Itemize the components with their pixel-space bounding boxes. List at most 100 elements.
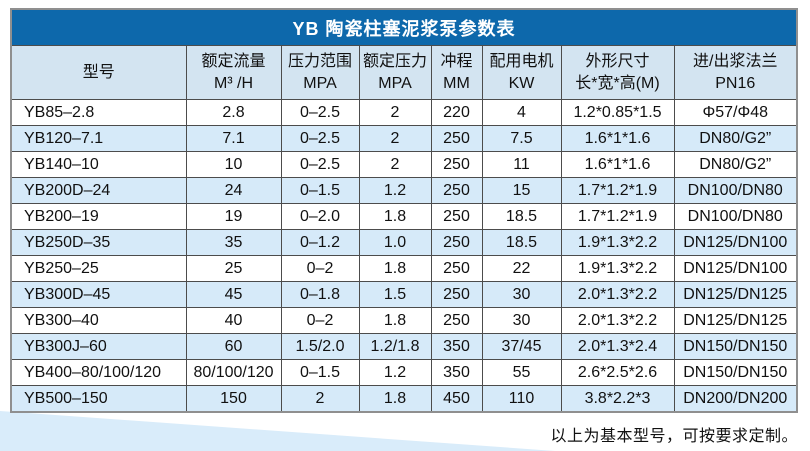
table-row: YB300J–60 60 1.5/2.0 1.2/1.8 350 37/45 2… <box>10 333 798 360</box>
column-header-line1: 压力范围 <box>287 52 352 70</box>
cell-pressure-range: 0–2.5 <box>280 125 360 152</box>
cell-dimensions: 1.6*1*1.6 <box>560 125 675 152</box>
pump-parameter-table: YB 陶瓷柱塞泥浆泵参数表 型号 额定流量 M³ /H 压力范围 MPA 额定压力 M… <box>10 8 799 413</box>
cell-rated-pressure: 2 <box>358 99 432 126</box>
cell-rated-flow: 19 <box>185 203 282 230</box>
cell-flange: DN80/G2” <box>673 125 798 152</box>
cell-flange: DN150/DN150 <box>673 333 798 360</box>
cell-pressure-range: 1.5/2.0 <box>280 333 360 360</box>
cell-motor: 30 <box>481 281 562 308</box>
cell-stroke: 250 <box>430 307 483 334</box>
column-header-stroke: 冲程 MM <box>430 45 483 100</box>
cell-stroke: 220 <box>430 99 483 126</box>
cell-flange: DN200/DN200 <box>673 385 798 413</box>
cell-rated-flow: 2.8 <box>185 99 282 126</box>
cell-pressure-range: 2 <box>280 385 360 413</box>
table-row: YB200D–24 24 0–1.5 1.2 250 15 1.7*1.2*1.… <box>10 177 798 204</box>
table-row: YB500–150 150 2 1.8 450 110 3.8*2.2*3 DN… <box>10 385 798 413</box>
cell-rated-flow: 45 <box>185 281 282 308</box>
column-header-dimensions: 外形尺寸长*宽*高(M) <box>560 45 675 100</box>
cell-flange: DN125/DN100 <box>673 255 798 282</box>
cell-rated-flow: 24 <box>185 177 282 204</box>
column-header-line2: KW <box>508 74 535 92</box>
cell-dimensions: 1.7*1.2*1.9 <box>560 177 675 204</box>
column-header-line2: MPA <box>303 74 337 92</box>
decorative-swoosh <box>0 411 555 451</box>
cell-model: YB120–7.1 <box>10 125 187 152</box>
cell-flange: DN125/DN125 <box>673 281 798 308</box>
table-header-row: 型号 额定流量 M³ /H 压力范围 MPA 额定压力 MPA 冲程 MM 配用电机 KW… <box>10 45 798 100</box>
cell-stroke: 250 <box>430 125 483 152</box>
column-header-line2: 长*宽*高(M) <box>575 74 660 92</box>
cell-rated-flow: 40 <box>185 307 282 334</box>
cell-rated-pressure: 1.2/1.8 <box>358 333 432 360</box>
cell-rated-pressure: 1.8 <box>358 203 432 230</box>
cell-pressure-range: 0–2.5 <box>280 99 360 126</box>
cell-dimensions: 2.0*1.3*2.2 <box>560 307 675 334</box>
cell-flange: DN100/DN80 <box>673 177 798 204</box>
table-row: YB200–19 19 0–2.0 1.8 250 18.5 1.7*1.2*1… <box>10 203 798 230</box>
cell-motor: 30 <box>481 307 562 334</box>
column-header-rated-pressure: 额定压力 MPA <box>358 45 432 100</box>
cell-stroke: 250 <box>430 229 483 256</box>
cell-dimensions: 1.7*1.2*1.9 <box>560 203 675 230</box>
cell-pressure-range: 0–1.2 <box>280 229 360 256</box>
cell-rated-pressure: 1.2 <box>358 359 432 386</box>
cell-model: YB300D–45 <box>10 281 187 308</box>
column-header-flange: 进/出浆法兰 PN16 <box>673 45 798 100</box>
column-header-rated-flow: 额定流量 M³ /H <box>185 45 282 100</box>
cell-pressure-range: 0–2.0 <box>280 203 360 230</box>
table-row: YB300D–45 45 0–1.8 1.5 250 30 2.0*1.3*2.… <box>10 281 798 308</box>
cell-rated-pressure: 1.2 <box>358 177 432 204</box>
cell-rated-flow: 35 <box>185 229 282 256</box>
cell-flange: DN80/G2” <box>673 151 798 178</box>
cell-pressure-range: 0–2 <box>280 307 360 334</box>
cell-model: YB200D–24 <box>10 177 187 204</box>
cell-stroke: 250 <box>430 177 483 204</box>
cell-rated-pressure: 1.0 <box>358 229 432 256</box>
cell-model: YB300–40 <box>10 307 187 334</box>
cell-motor: 15 <box>481 177 562 204</box>
cell-model: YB200–19 <box>10 203 187 230</box>
cell-dimensions: 2.0*1.3*2.4 <box>560 333 675 360</box>
cell-model: YB85–2.8 <box>10 99 187 126</box>
cell-model: YB400–80/100/120 <box>10 359 187 386</box>
cell-stroke: 250 <box>430 203 483 230</box>
footer-note: 以上为基本型号，可按要求定制。 <box>550 428 798 445</box>
table-row: YB400–80/100/120 80/100/120 0–1.5 1.2 35… <box>10 359 798 386</box>
cell-pressure-range: 0–1.8 <box>280 281 360 308</box>
cell-flange: Φ57/Φ48 <box>673 99 798 126</box>
cell-dimensions: 3.8*2.2*3 <box>560 385 675 413</box>
cell-motor: 110 <box>481 385 562 413</box>
cell-model: YB250–25 <box>10 255 187 282</box>
cell-rated-flow: 10 <box>185 151 282 178</box>
cell-motor: 18.5 <box>481 203 562 230</box>
cell-motor: 11 <box>481 151 562 178</box>
cell-dimensions: 2.0*1.3*2.2 <box>560 281 675 308</box>
cell-stroke: 450 <box>430 385 483 413</box>
column-header-model: 型号 <box>10 45 187 100</box>
table-row: YB120–7.1 7.1 0–2.5 2 250 7.5 1.6*1*1.6 … <box>10 125 798 152</box>
column-header-line1: 额定压力 <box>362 52 427 70</box>
cell-stroke: 250 <box>430 151 483 178</box>
column-header-motor: 配用电机 KW <box>481 45 562 100</box>
table-row: YB250D–35 35 0–1.2 1.0 250 18.5 1.9*1.3*… <box>10 229 798 256</box>
table-row: YB300–40 40 0–2 1.8 250 30 2.0*1.3*2.2 D… <box>10 307 798 334</box>
cell-model: YB300J–60 <box>10 333 187 360</box>
column-header-line1: 配用电机 <box>489 52 554 70</box>
cell-motor: 55 <box>481 359 562 386</box>
table-row: YB85–2.8 2.8 0–2.5 2 220 4 1.2*0.85*1.5 … <box>10 99 798 126</box>
column-header-line2: MM <box>443 74 470 92</box>
cell-pressure-range: 0–2 <box>280 255 360 282</box>
table-title: YB 陶瓷柱塞泥浆泵参数表 <box>10 8 798 46</box>
column-header-line2: PN16 <box>715 74 756 92</box>
cell-rated-flow: 60 <box>185 333 282 360</box>
cell-rated-pressure: 1.8 <box>358 255 432 282</box>
column-header-line1: 外形尺寸 <box>585 52 650 70</box>
column-header-line1: 型号 <box>82 63 115 81</box>
cell-rated-pressure: 1.8 <box>358 385 432 413</box>
cell-rated-flow: 150 <box>185 385 282 413</box>
cell-dimensions: 1.9*1.3*2.2 <box>560 229 675 256</box>
column-header-line1: 额定流量 <box>201 52 266 70</box>
cell-rated-flow: 7.1 <box>185 125 282 152</box>
